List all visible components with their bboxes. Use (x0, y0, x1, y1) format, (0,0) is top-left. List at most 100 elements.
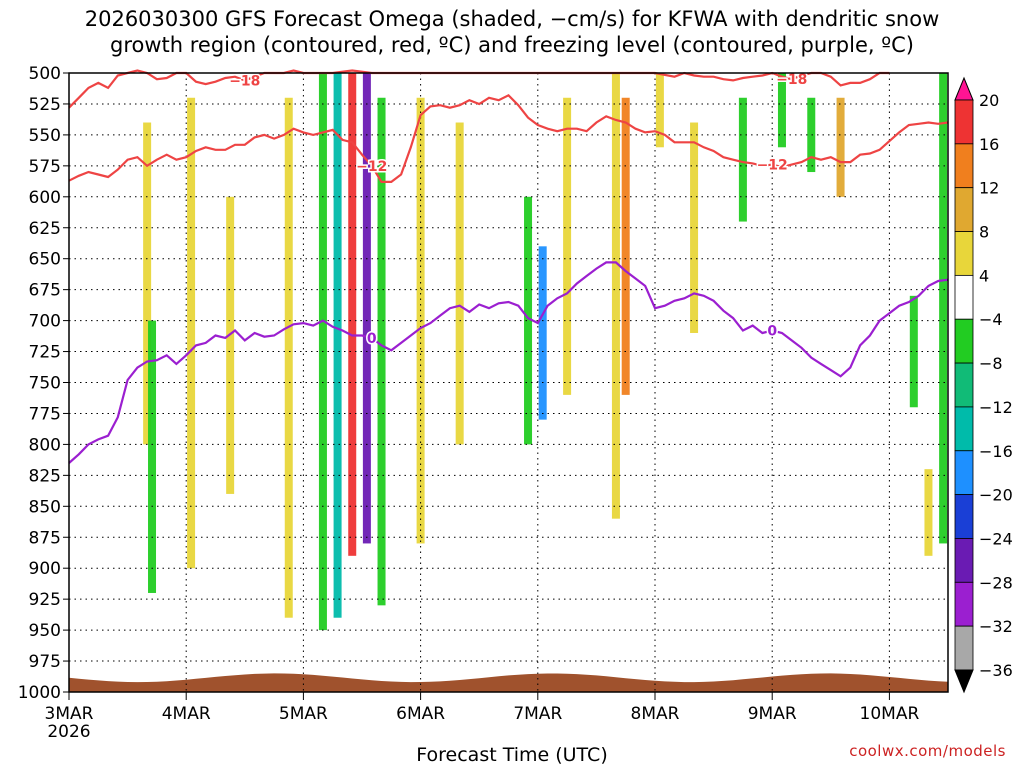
y-tick-label: 825 (29, 466, 61, 486)
y-tick-label: 850 (29, 497, 61, 517)
colorbar-label: −24 (979, 529, 1013, 548)
contour-label: 0 (367, 331, 377, 347)
omega-region (538, 246, 547, 420)
omega-region (655, 73, 664, 148)
y-tick-label: 525 (29, 95, 61, 115)
y-tick-label: 1000 (18, 683, 61, 703)
colorbar-label: 4 (979, 266, 989, 285)
omega-region (909, 295, 918, 408)
y-tick-label: 725 (29, 343, 61, 363)
x-tick-label: 8MAR (631, 704, 680, 724)
chart-title-line-1: 2026030300 GFS Forecast Omega (shaded, −… (84, 7, 940, 31)
y-tick-label: 950 (29, 621, 61, 641)
contour-lines: −18 −18 −12 −12 0 0 (68, 69, 949, 464)
omega-region (690, 122, 699, 333)
contour-label: −12 (757, 158, 788, 174)
terrain-fill (69, 673, 948, 692)
colorbar-swatch (954, 406, 974, 452)
x-tick-label: 5MAR (279, 704, 328, 724)
x-tick-label: 6MAR (396, 704, 445, 724)
omega-region (348, 73, 357, 556)
omega-region (143, 122, 152, 445)
colorbar-label: 8 (979, 223, 989, 242)
omega-shading-layer (143, 73, 948, 631)
chart-title-line-2: growth region (contoured, red, ºC) and f… (110, 33, 914, 57)
colorbar-swatch (954, 187, 974, 232)
x-tick-label: 4MAR (162, 704, 211, 724)
omega-region (148, 320, 157, 593)
contour-line (68, 93, 949, 183)
colorbar-swatch (954, 625, 974, 671)
omega-region (362, 73, 371, 544)
x-tick-label: 3MAR (45, 704, 94, 724)
colorbar-label: −4 (979, 310, 1003, 329)
x-tick-label: 7MAR (513, 704, 562, 724)
contour-line (68, 261, 949, 464)
colorbar-swatch (954, 538, 974, 583)
colorbar-label: −8 (979, 354, 1003, 373)
y-tick-label: 800 (29, 435, 61, 455)
colorbar-swatch (954, 231, 974, 276)
colorbar-label: −36 (979, 661, 1013, 680)
y-tick-label: 875 (29, 528, 61, 548)
colorbar-label: −32 (979, 617, 1013, 636)
colorbar-top-arrow (954, 76, 974, 101)
colorbar-swatch (954, 143, 974, 189)
y-tick-label: 675 (29, 281, 61, 301)
omega-region (284, 97, 293, 618)
colorbar-swatch (954, 99, 974, 145)
y-tick-label: 650 (29, 250, 61, 270)
plot-frame (68, 72, 949, 693)
colorbar-label: 20 (979, 91, 999, 110)
colorbar-label: 16 (979, 135, 999, 154)
colorbar-label: 12 (979, 179, 999, 198)
colorbar-label: −12 (979, 398, 1013, 417)
omega-region (524, 196, 533, 445)
contour-label: 0 (767, 324, 777, 340)
omega-region (333, 73, 342, 618)
omega-region (377, 97, 386, 606)
credit-text[interactable]: coolwx.com/models (849, 742, 1006, 760)
y-tick-label: 575 (29, 157, 61, 177)
omega-region (836, 97, 845, 197)
x-tick-label: 10MAR (860, 704, 920, 724)
omega-region (777, 73, 786, 148)
omega-region (939, 73, 948, 544)
colorbar-label: −20 (979, 486, 1013, 505)
y-tick-label: 975 (29, 652, 61, 672)
y-tick-label: 925 (29, 590, 61, 610)
omega-region (807, 97, 816, 173)
y-tick-label: 625 (29, 219, 61, 239)
y-tick-label: 700 (29, 312, 61, 332)
terrain-layer (69, 673, 948, 692)
contour-label: −12 (356, 159, 387, 175)
y-tick-label: 550 (29, 126, 61, 146)
y-tick-label: 750 (29, 374, 61, 394)
colorbar-swatch (954, 274, 974, 320)
y-tick-label: 600 (29, 188, 61, 208)
y-tick-label: 500 (29, 64, 61, 84)
x-tick-label: 9MAR (748, 704, 797, 724)
colorbar-swatch (954, 494, 974, 539)
colorbar-swatch (954, 581, 974, 627)
omega-region (621, 97, 630, 395)
x-axis-label: Forecast Time (UTC) (416, 744, 608, 766)
colorbar-swatch (954, 318, 974, 364)
omega-region (226, 196, 235, 494)
y-tick-label: 775 (29, 404, 61, 424)
colorbar-label: −28 (979, 573, 1013, 592)
omega-region (738, 97, 747, 222)
gridlines (69, 72, 948, 693)
omega-region (611, 73, 620, 519)
x-tick-sublabel: 2026 (47, 722, 90, 742)
contour-label: −18 (776, 72, 807, 88)
colorbar: 20 16 12 8 4 −4 −8 −12 −16 −20 −24 −28 −32 −36 (954, 76, 1013, 694)
colorbar-bottom-arrow (954, 669, 974, 694)
omega-region (187, 97, 196, 569)
y-axis: 500 525 550 575 600 625 650 675 700 725 750 775 800 8… (18, 64, 69, 703)
omega-region (563, 97, 572, 395)
y-tick-label: 900 (29, 559, 61, 579)
colorbar-label: −16 (979, 442, 1013, 461)
